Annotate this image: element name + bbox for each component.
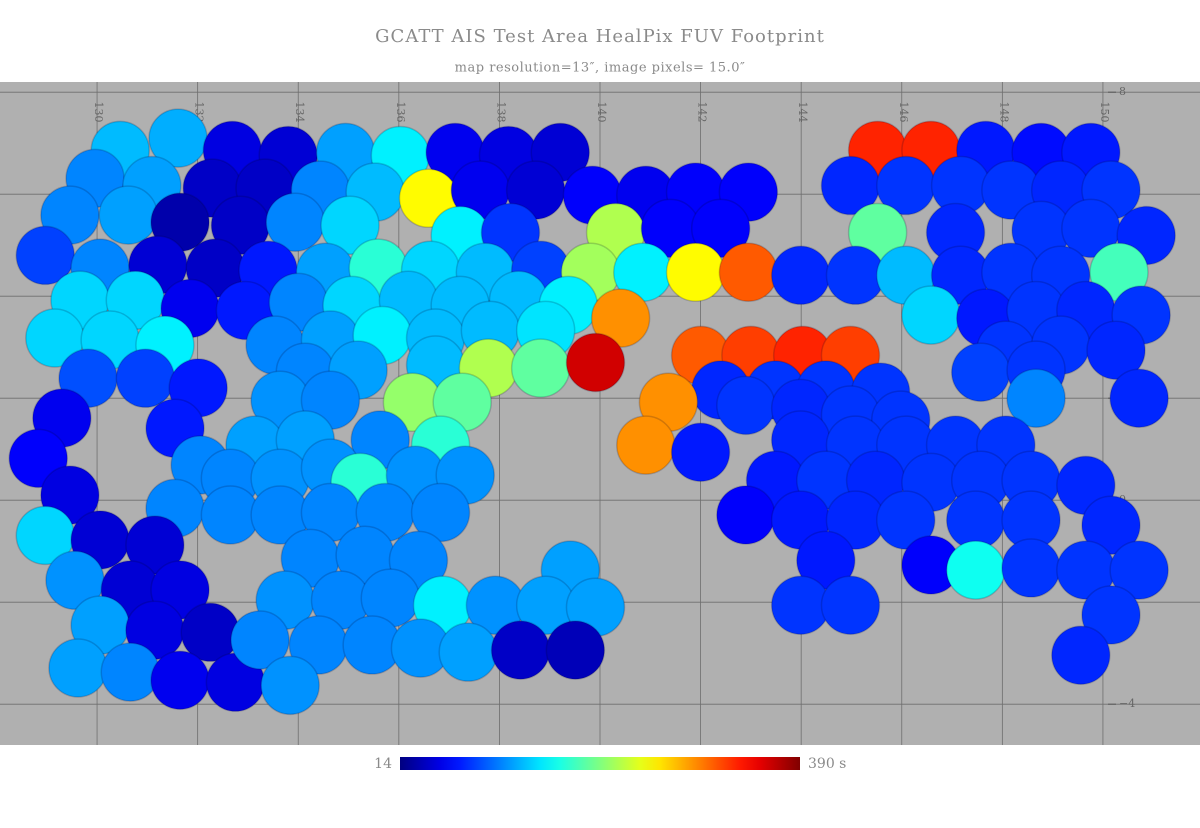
tile xyxy=(1006,368,1066,428)
tile xyxy=(825,245,886,306)
tile xyxy=(490,620,551,680)
tile xyxy=(876,490,936,550)
tile xyxy=(718,242,779,302)
x-tick-label: 146 xyxy=(897,102,910,123)
x-tick-label: 130 xyxy=(92,102,105,123)
tile xyxy=(901,285,961,345)
tile xyxy=(115,348,176,409)
x-tick-label: 140 xyxy=(595,102,608,123)
tile xyxy=(260,655,320,716)
tile xyxy=(1086,320,1146,381)
tile xyxy=(690,198,751,259)
tile xyxy=(820,575,881,636)
tile xyxy=(616,415,676,475)
chart-title: GCATT AIS Test Area HealPix FUV Footprin… xyxy=(375,26,825,47)
colorbar-label: 14 xyxy=(374,756,392,772)
x-tick-label: 150 xyxy=(1098,102,1111,123)
y-tick-label: −4 xyxy=(1119,697,1135,710)
tile xyxy=(230,610,290,670)
tile xyxy=(1109,368,1169,428)
tile xyxy=(150,650,210,710)
tile xyxy=(716,485,776,545)
tile xyxy=(950,342,1011,402)
tile xyxy=(590,288,651,348)
tile xyxy=(796,530,856,591)
tile xyxy=(48,638,108,698)
y-tick-label: 8 xyxy=(1119,85,1126,98)
tile xyxy=(125,515,185,575)
chart-subtitle: map resolution=13″, image pixels= 15.0″ xyxy=(455,61,746,76)
x-tick-label: 138 xyxy=(494,102,507,123)
colorbar-label: 390 s xyxy=(808,756,846,772)
colorbar xyxy=(400,757,800,770)
tile xyxy=(945,540,1006,600)
tile xyxy=(1109,540,1169,600)
tile xyxy=(510,338,571,398)
tiles xyxy=(8,108,1176,716)
tile xyxy=(438,622,498,682)
tile xyxy=(1081,495,1141,555)
x-tick-label: 142 xyxy=(696,102,709,123)
x-tick-label: 136 xyxy=(394,102,407,123)
x-tick-label: 134 xyxy=(293,102,306,123)
tile xyxy=(716,375,776,436)
tile xyxy=(320,195,380,256)
tile xyxy=(770,245,831,306)
x-tick-label: 148 xyxy=(997,102,1010,123)
tile xyxy=(1081,585,1141,645)
colorbar-labels: 14 390 s xyxy=(374,756,846,772)
tile xyxy=(545,620,606,680)
tile xyxy=(1051,625,1111,685)
tile xyxy=(100,642,161,702)
tile xyxy=(665,242,726,302)
tile xyxy=(670,422,731,483)
tile xyxy=(565,332,626,393)
tile xyxy=(98,185,158,245)
tile xyxy=(410,482,471,543)
x-tick-label: 144 xyxy=(796,102,809,123)
tile xyxy=(1001,538,1061,598)
